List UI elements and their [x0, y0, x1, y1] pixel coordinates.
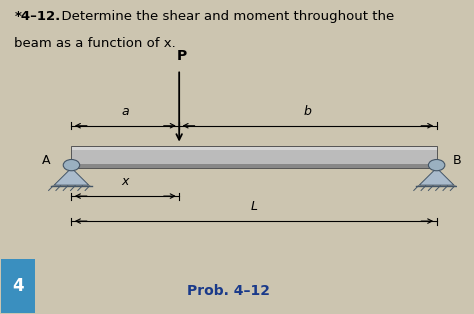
Bar [72, 164, 437, 168]
Text: Prob. 4–12: Prob. 4–12 [187, 284, 271, 298]
Text: L: L [251, 200, 257, 213]
Polygon shape [54, 168, 89, 185]
FancyBboxPatch shape [0, 259, 35, 313]
Text: 4: 4 [12, 277, 24, 295]
Text: beam as a function of x.: beam as a function of x. [14, 37, 176, 50]
Text: *4–12.: *4–12. [14, 10, 61, 23]
Text: x: x [122, 175, 129, 188]
Text: B: B [453, 154, 462, 167]
Circle shape [63, 160, 80, 171]
Polygon shape [419, 168, 454, 185]
Text: A: A [42, 154, 51, 167]
Text: a: a [121, 105, 129, 118]
Bar [72, 146, 437, 150]
Circle shape [428, 160, 445, 171]
Bar [72, 150, 437, 164]
Text: b: b [304, 105, 312, 118]
Bar [72, 146, 437, 168]
Text: Determine the shear and moment throughout the: Determine the shear and moment throughou… [53, 10, 394, 23]
Text: P: P [176, 49, 187, 63]
